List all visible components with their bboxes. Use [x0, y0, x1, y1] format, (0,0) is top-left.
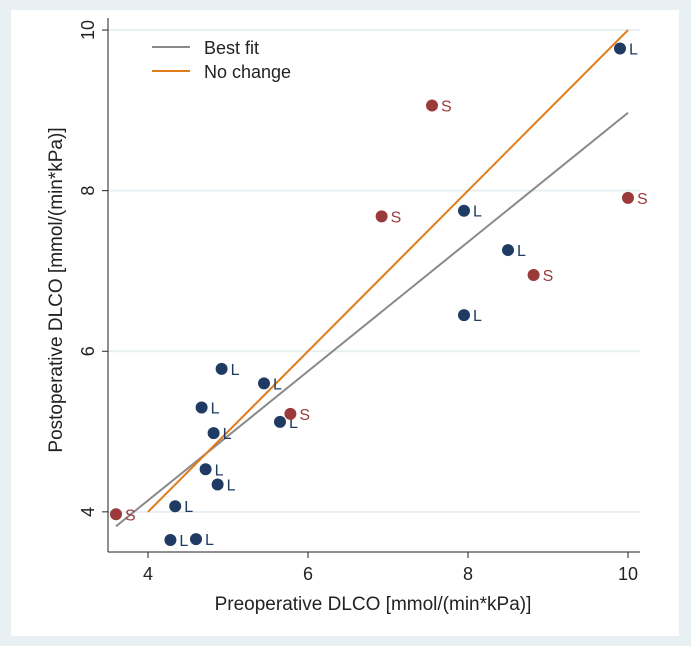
point-label-l-1: L — [473, 204, 482, 221]
x-axis-title: Preoperative DLCO [mmol/(min*kPa)] — [215, 594, 532, 615]
grid-layer — [108, 29, 640, 513]
point-l-8 — [207, 427, 220, 440]
x-tick-label-10: 10 — [618, 564, 638, 584]
point-l-6 — [195, 401, 208, 414]
point-label-l-8: L — [223, 426, 232, 443]
point-label-l-9: L — [215, 462, 224, 479]
legend-label-0: Best fit — [204, 38, 259, 58]
lines-layer — [115, 29, 629, 528]
point-label-l-13: L — [205, 532, 214, 549]
point-s-0 — [426, 99, 438, 112]
point-label-s-4: S — [299, 407, 310, 424]
y-tick-label-4: 4 — [78, 507, 98, 517]
point-label-s-3: S — [543, 268, 554, 285]
point-s-5 — [110, 508, 122, 521]
point-label-l-12: L — [179, 533, 188, 550]
point-l-1 — [458, 204, 470, 217]
point-label-s-0: S — [441, 99, 452, 116]
x-tick-label-4: 4 — [143, 564, 153, 584]
point-label-l-7: L — [289, 415, 298, 432]
y-tick-label-8: 8 — [78, 186, 98, 196]
point-label-l-3: L — [473, 308, 482, 325]
point-label-l-10: L — [227, 478, 236, 495]
point-l-0 — [614, 42, 626, 55]
line-no-change — [147, 29, 629, 513]
point-l-5 — [258, 377, 270, 390]
point-label-l-0: L — [629, 42, 638, 59]
point-label-s-5: S — [125, 507, 136, 524]
axes-layer: 4 6 8 10 4 6 8 10 — [78, 18, 640, 584]
point-l-2 — [502, 244, 514, 257]
point-label-l-4: L — [231, 362, 240, 379]
point-l-4 — [215, 362, 228, 375]
point-l-13 — [190, 533, 202, 546]
point-l-7 — [274, 415, 286, 428]
point-s-3 — [527, 268, 540, 281]
point-l-3 — [458, 309, 470, 322]
point-label-l-11: L — [184, 499, 193, 516]
y-tick-label-6: 6 — [78, 346, 98, 356]
point-label-s-1: S — [637, 191, 648, 208]
point-label-s-2: S — [391, 209, 402, 226]
x-tick-label-6: 6 — [303, 564, 313, 584]
point-l-12 — [164, 533, 177, 546]
point-l-10 — [211, 478, 224, 491]
point-label-l-6: L — [211, 400, 220, 417]
point-s-4 — [284, 407, 297, 420]
plot-area — [11, 10, 679, 636]
point-label-l-2: L — [517, 243, 526, 260]
point-s-2 — [375, 210, 388, 223]
legend: Best fit No change — [152, 38, 291, 82]
point-l-9 — [199, 463, 212, 476]
y-axis-title: Postoperative DLCO [mmol/(min*kPa)] — [46, 127, 67, 452]
point-s-1 — [622, 191, 634, 204]
legend-label-1: No change — [204, 62, 291, 82]
y-tick-label-10: 10 — [78, 20, 98, 40]
x-tick-label-8: 8 — [463, 564, 473, 584]
point-label-l-5: L — [273, 376, 282, 393]
point-l-11 — [169, 500, 182, 513]
